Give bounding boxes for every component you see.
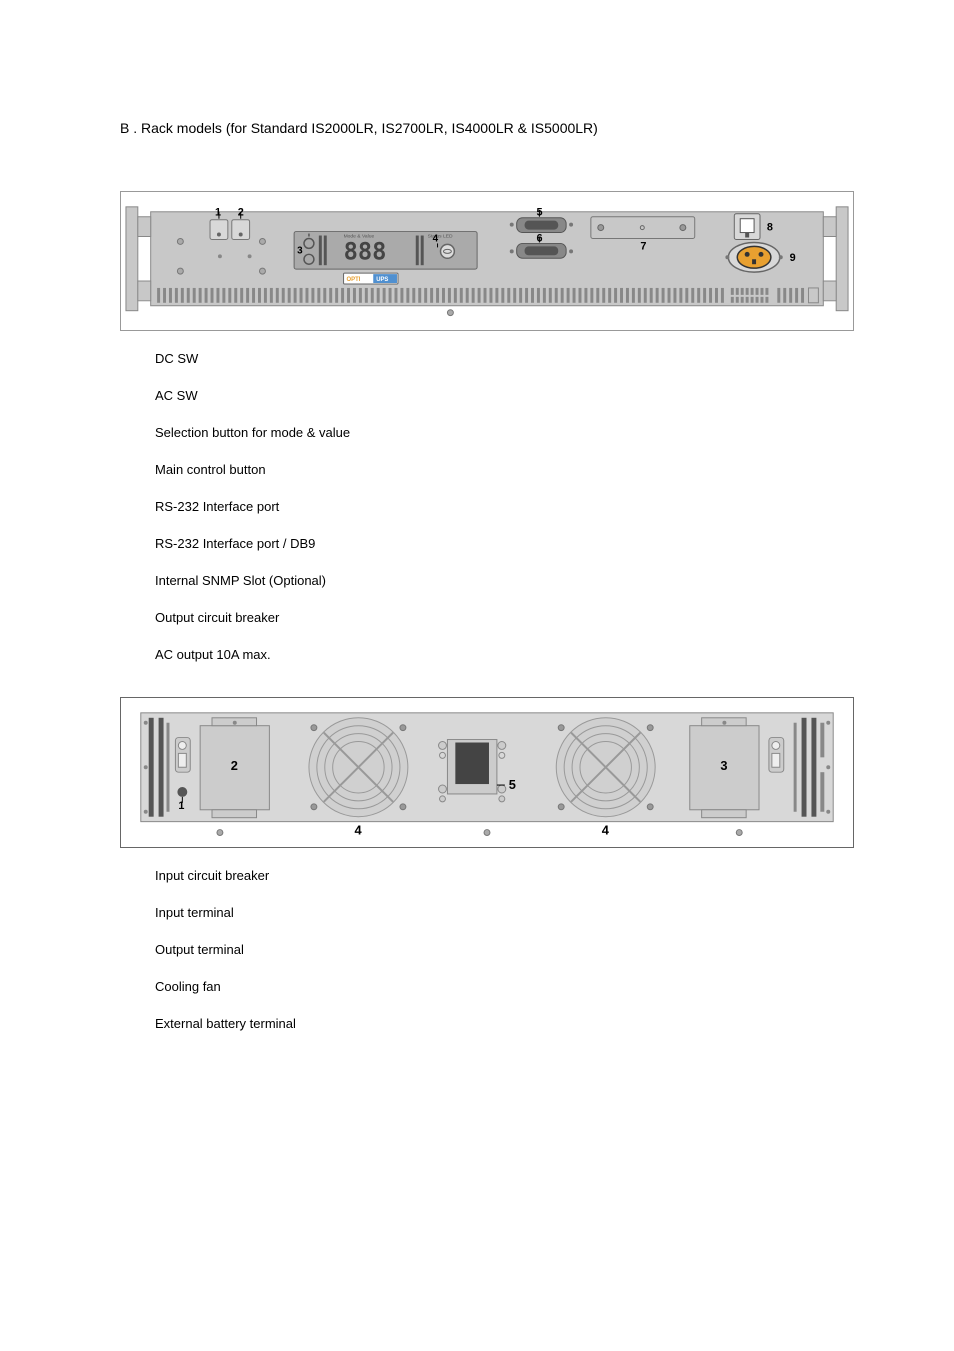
rear-panel-diagram: 1 2 4 bbox=[120, 697, 854, 847]
page-title: B . Rack models (for Standard IS2000LR, … bbox=[120, 120, 854, 136]
label-3: 3 bbox=[297, 245, 303, 256]
legend-item: Selection button for mode & value bbox=[155, 425, 854, 440]
front-panel-legend: DC SW AC SW Selection button for mode & … bbox=[120, 351, 854, 662]
legend-item: Main control button bbox=[155, 462, 854, 477]
rear-label-5: 5 bbox=[509, 777, 516, 792]
legend-item: Cooling fan bbox=[155, 979, 854, 994]
legend-item: AC SW bbox=[155, 388, 854, 403]
brand-text-2: UPS bbox=[376, 277, 388, 283]
brand-text-1: OPTI bbox=[347, 277, 361, 283]
legend-item: Output circuit breaker bbox=[155, 610, 854, 625]
svg-text:Status LED: Status LED bbox=[428, 234, 453, 240]
label-1: 1 bbox=[215, 207, 221, 219]
rear-label-2: 2 bbox=[231, 759, 238, 774]
legend-item: Input circuit breaker bbox=[155, 868, 854, 883]
rear-panel-svg: 1 2 4 bbox=[121, 698, 853, 846]
legend-item: Output terminal bbox=[155, 942, 854, 957]
label-7: 7 bbox=[640, 240, 646, 252]
rear-panel-legend: Input circuit breaker Input terminal Out… bbox=[120, 868, 854, 1031]
rear-label-3: 3 bbox=[720, 759, 727, 774]
legend-item: RS-232 Interface port / DB9 bbox=[155, 536, 854, 551]
vent-slots bbox=[156, 288, 750, 303]
svg-text:Mode & Value: Mode & Value bbox=[344, 234, 375, 240]
label-4: 4 bbox=[433, 233, 439, 244]
rear-label-4b: 4 bbox=[602, 823, 610, 838]
legend-item: AC output 10A max. bbox=[155, 647, 854, 662]
legend-item: DC SW bbox=[155, 351, 854, 366]
legend-item: Internal SNMP Slot (Optional) bbox=[155, 573, 854, 588]
front-panel-diagram: 1 2 3 888 Mode & Value bbox=[120, 191, 854, 331]
label-9: 9 bbox=[790, 252, 796, 264]
display-888: 888 bbox=[344, 237, 387, 265]
label-8: 8 bbox=[767, 222, 773, 234]
front-panel-svg: 1 2 3 888 Mode & Value bbox=[121, 192, 853, 330]
legend-item: External battery terminal bbox=[155, 1016, 854, 1031]
rear-label-4a: 4 bbox=[354, 823, 362, 838]
legend-item: Input terminal bbox=[155, 905, 854, 920]
rear-label-1: 1 bbox=[178, 800, 184, 812]
legend-item: RS-232 Interface port bbox=[155, 499, 854, 514]
